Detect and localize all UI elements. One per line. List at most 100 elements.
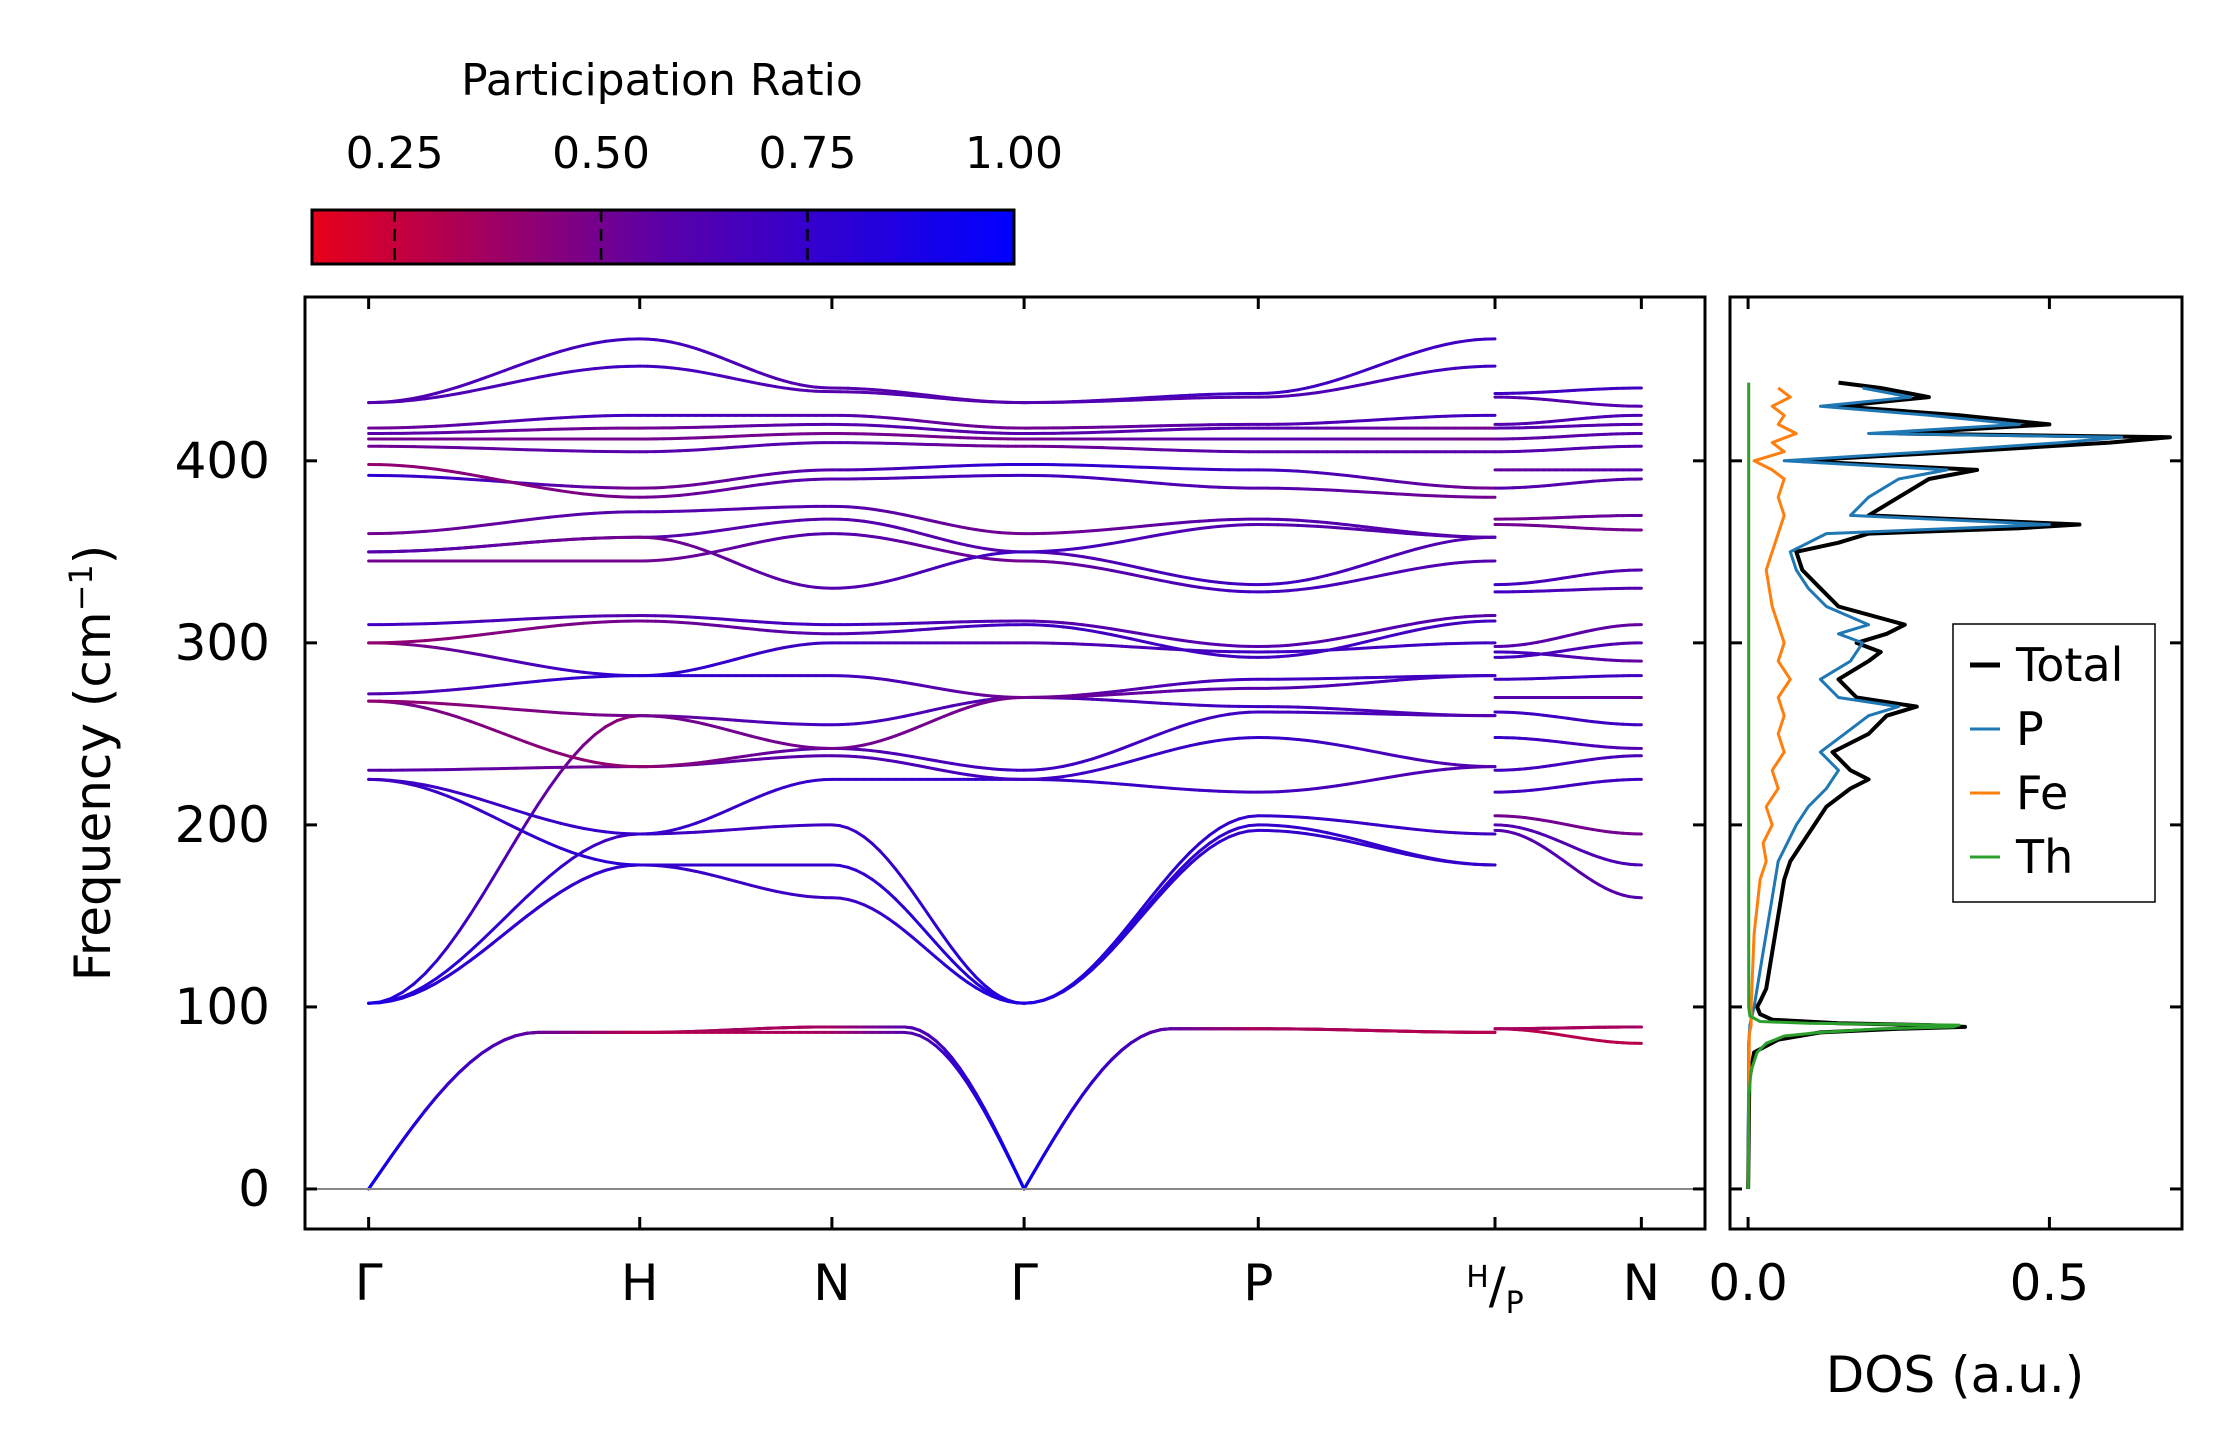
band-line xyxy=(615,764,630,768)
band-line xyxy=(570,755,585,762)
band-line xyxy=(1375,843,1388,850)
band-line xyxy=(457,799,472,808)
band-line xyxy=(1375,776,1388,781)
band-line xyxy=(525,481,540,486)
band-line xyxy=(446,647,461,653)
band-line xyxy=(1325,835,1339,841)
band-line xyxy=(1375,361,1388,368)
band-line xyxy=(581,712,597,717)
band-line xyxy=(1296,578,1310,583)
band-line xyxy=(559,415,574,420)
band-line xyxy=(1345,371,1359,379)
band-line xyxy=(1394,531,1408,535)
band-line xyxy=(1454,560,1467,565)
band-line xyxy=(902,928,914,939)
band-line xyxy=(525,831,540,841)
band-line xyxy=(1444,538,1458,544)
band-line xyxy=(1276,581,1290,586)
band-line xyxy=(1129,915,1143,930)
band-line xyxy=(401,982,416,994)
band-line xyxy=(1385,478,1398,483)
band-line xyxy=(1110,692,1124,697)
band-line xyxy=(1315,524,1329,529)
band-line xyxy=(468,387,484,393)
band-line xyxy=(581,492,597,497)
band-line xyxy=(412,465,427,470)
band-line xyxy=(1149,1028,1163,1034)
band-line xyxy=(1110,1048,1124,1061)
band-line xyxy=(1286,518,1300,522)
band-line xyxy=(1315,471,1329,475)
band-line xyxy=(604,860,619,865)
band-line xyxy=(434,467,450,473)
band-line xyxy=(1434,760,1448,766)
band-line xyxy=(1375,417,1388,422)
band-line xyxy=(1276,589,1290,593)
band-line xyxy=(434,393,450,399)
legend-entries: Total P Fe Th xyxy=(1970,638,2123,884)
band-line xyxy=(1335,522,1349,527)
band-line xyxy=(1375,645,1388,649)
band-line xyxy=(423,395,438,401)
band-line xyxy=(1345,707,1359,712)
band-line xyxy=(1315,381,1329,387)
band-line xyxy=(1178,787,1192,792)
band-line xyxy=(1394,479,1408,485)
band-line xyxy=(1061,530,1075,535)
band-line xyxy=(604,762,619,768)
band-line xyxy=(581,675,597,680)
band-line xyxy=(468,794,484,802)
band-line xyxy=(423,981,438,991)
band-line xyxy=(1306,640,1319,645)
band-line xyxy=(615,831,630,836)
band-line xyxy=(457,381,472,389)
band-line xyxy=(1315,833,1329,839)
dos-x-tick-label: 0.5 xyxy=(2010,1254,2090,1312)
band-line xyxy=(1188,788,1202,792)
band-line xyxy=(1266,391,1280,395)
band-line xyxy=(1365,645,1379,650)
band-line xyxy=(1061,982,1075,993)
band-line xyxy=(1404,851,1418,857)
band-line xyxy=(1286,653,1300,658)
band-line xyxy=(1178,574,1192,580)
band-line xyxy=(604,672,619,677)
band-line xyxy=(1168,786,1182,791)
band-line xyxy=(1394,825,1408,830)
band-line xyxy=(412,394,427,400)
band-line xyxy=(1207,738,1221,744)
band-line xyxy=(401,642,416,647)
band-line xyxy=(1385,417,1398,421)
band-line xyxy=(1404,530,1418,535)
band-line xyxy=(1345,489,1359,494)
band-line xyxy=(1286,737,1300,741)
band-line xyxy=(525,812,540,819)
band-line xyxy=(1237,736,1251,740)
band-line xyxy=(1178,647,1192,653)
band-line xyxy=(547,623,563,628)
band-line xyxy=(870,841,882,853)
band-line xyxy=(502,380,517,386)
band-line xyxy=(1444,366,1458,371)
band-line xyxy=(1198,716,1211,723)
band-line xyxy=(1385,846,1398,852)
band-line xyxy=(446,546,461,551)
band-line xyxy=(525,802,540,824)
band-line xyxy=(1404,547,1418,554)
band-line xyxy=(1454,620,1467,625)
band-line xyxy=(1120,920,1133,936)
band-line xyxy=(1178,681,1192,686)
band-line xyxy=(1345,526,1359,531)
band-line xyxy=(559,676,574,681)
band-line xyxy=(570,824,585,830)
band-line xyxy=(1100,631,1114,637)
band-line xyxy=(1237,815,1251,821)
band-line xyxy=(1042,549,1055,553)
band-line xyxy=(1444,830,1458,835)
band-line xyxy=(559,667,574,673)
band-line xyxy=(1444,762,1458,767)
band-line xyxy=(998,1139,1010,1158)
band-line xyxy=(1296,641,1310,646)
band-line xyxy=(1315,816,1329,821)
band-line xyxy=(1207,714,1221,720)
